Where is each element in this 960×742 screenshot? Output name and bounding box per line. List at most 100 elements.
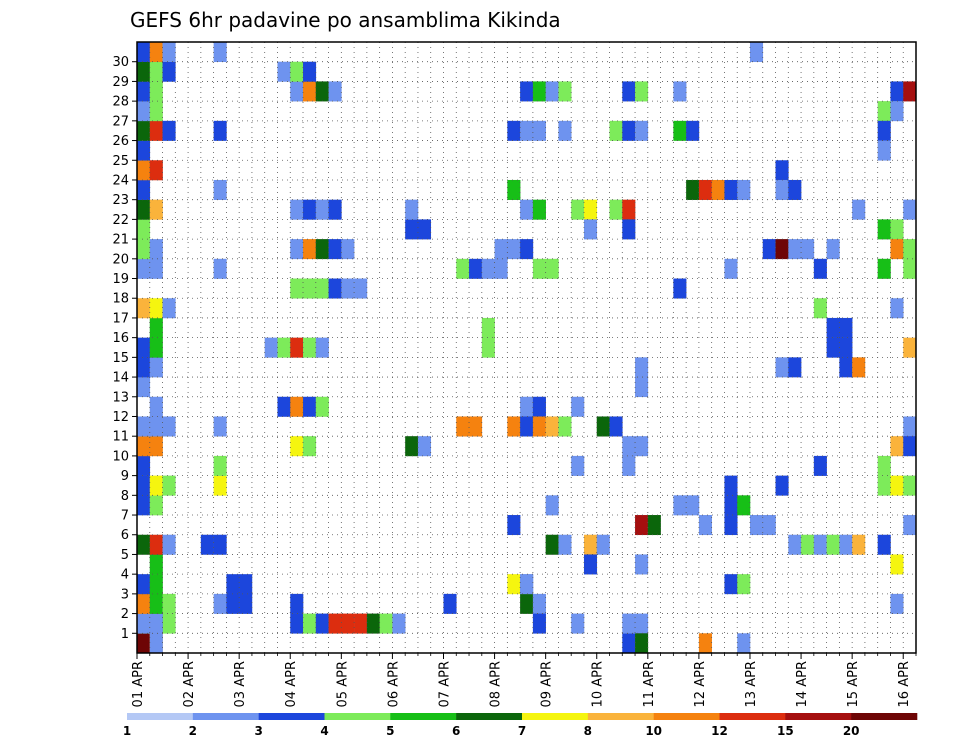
legend-swatch [258,713,325,720]
heatmap-cell [290,337,304,358]
heatmap-cell [877,455,891,476]
legend-swatch [851,713,918,720]
heatmap-cell [200,534,214,555]
heatmap-cell [609,416,623,437]
legend-label: 5 [386,724,394,738]
heatmap-cell [775,179,789,200]
heatmap-cell [903,199,917,220]
legend-swatch [653,713,720,720]
heatmap-cell [507,515,521,536]
x-tick-label: 04 APR [284,661,299,707]
heatmap-cell [213,42,227,63]
heatmap-cell [149,495,163,516]
heatmap-cell [520,416,534,437]
x-tick-label: 11 APR [642,661,657,707]
heatmap-cell [239,574,253,595]
x-tick-label: 12 APR [693,661,708,707]
heatmap-cell [673,278,687,299]
heatmap-cell [877,534,891,555]
heatmap-cell [507,239,521,260]
heatmap-cell [137,81,151,102]
heatmap-cell [571,199,585,220]
heatmap-cell [277,337,291,358]
legend-label: 3 [254,724,262,738]
grid-lines [137,42,916,653]
heatmap-cell [137,337,151,358]
heatmap-cell [698,179,712,200]
heatmap-cell [303,199,317,220]
x-tick-label: 02 APR [182,661,197,707]
heatmap-cell [328,613,342,634]
heatmap-cell [149,258,163,279]
heatmap-cell [532,593,546,614]
heatmap-cell [839,317,853,338]
heatmap-cell [303,396,317,417]
heatmap-cell [532,613,546,634]
heatmap-cell [903,416,917,437]
heatmap-cell [469,258,483,279]
y-tick-label: 4 [121,568,129,583]
heatmap-cell [341,278,355,299]
heatmap-cell [711,179,725,200]
y-tick-label: 12 [112,410,129,425]
heatmap-cell [788,534,802,555]
y-tick-label: 17 [112,311,129,326]
heatmap-cell [277,396,291,417]
heatmap-cell [826,239,840,260]
heatmap-cell [635,554,649,575]
x-tick-label: 07 APR [437,661,452,707]
heatmap-cell [303,61,317,82]
heatmap-cell [890,554,904,575]
heatmap-cell [635,436,649,457]
y-tick-label: 21 [112,233,129,248]
heatmap-cell [149,101,163,122]
heatmap-cell [290,239,304,260]
heatmap-cell [213,475,227,496]
heatmap-cell [673,81,687,102]
heatmap-cell [213,455,227,476]
heatmap-cell [737,179,751,200]
heatmap-cell [443,593,457,614]
heatmap-cell [149,317,163,338]
heatmap-cell [149,81,163,102]
heatmap-cell [596,534,610,555]
heatmap-cell [775,160,789,181]
heatmap-cell [686,120,700,141]
heatmap-cell [341,239,355,260]
legend-label: 12 [711,724,728,738]
heatmap-cell [877,258,891,279]
heatmap-cell [622,633,636,654]
heatmap-cell [456,258,470,279]
heatmap-cell [890,298,904,319]
heatmap-cell [303,337,317,358]
heatmap-cell [149,534,163,555]
heatmap-cell [239,593,253,614]
y-tick-label: 19 [112,272,129,287]
heatmap-cell [290,199,304,220]
heatmap-cell [839,337,853,358]
heatmap-cell [494,258,508,279]
heatmap-cell [622,120,636,141]
heatmap-cell [354,613,368,634]
heatmap-cell [149,61,163,82]
heatmap-cell [290,613,304,634]
heatmap-cell [137,475,151,496]
heatmap-cell [366,613,380,634]
heatmap-cell [545,258,559,279]
x-tick-label: 14 APR [795,661,810,707]
heatmap-cell [162,120,176,141]
heatmap-cell [903,475,917,496]
heatmap-cell [775,475,789,496]
y-tick-label: 6 [121,528,129,543]
heatmap-cell [813,258,827,279]
heatmap-cell [137,160,151,181]
x-tick-label: 09 APR [540,661,555,707]
y-tick-label: 26 [112,134,129,149]
heatmap-cell [635,357,649,378]
heatmap-cell [137,140,151,161]
heatmap-cell [149,298,163,319]
plot-frame [136,41,917,654]
heatmap-cell [698,515,712,536]
heatmap-cell [622,436,636,457]
